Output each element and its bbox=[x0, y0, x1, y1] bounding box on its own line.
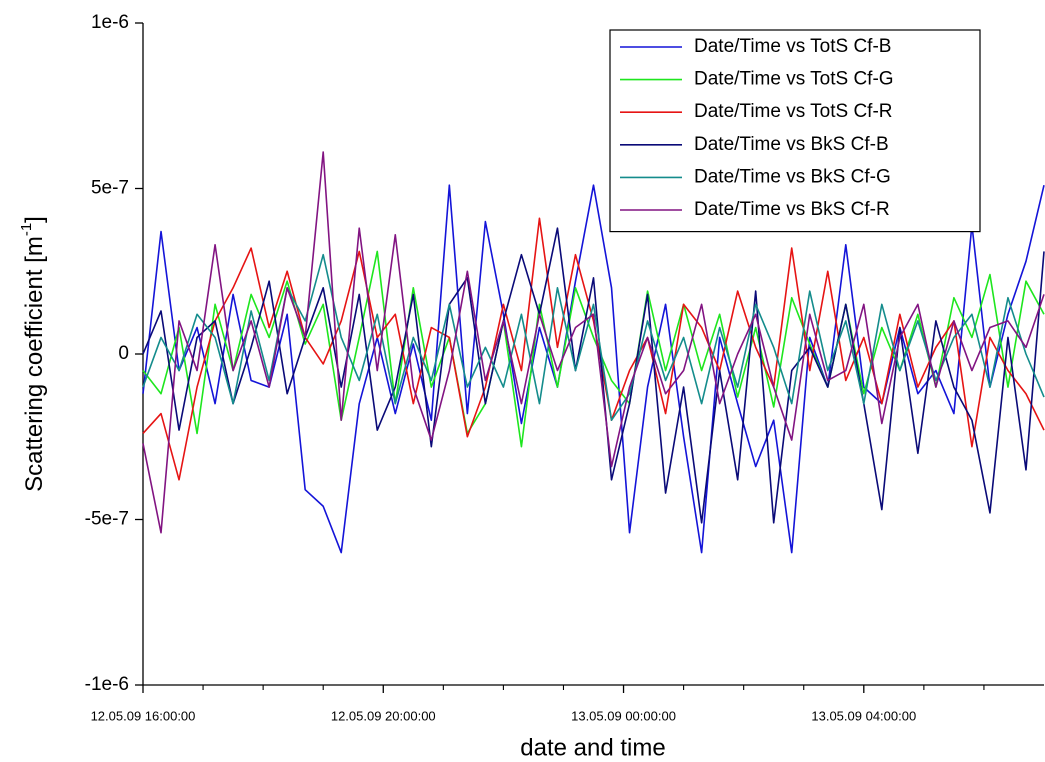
legend-label: Date/Time vs BkS Cf-G bbox=[694, 166, 891, 187]
legend-box bbox=[609, 29, 981, 233]
series-line bbox=[142, 253, 1045, 421]
y-tick-label: 5e-7 bbox=[91, 178, 129, 199]
x-tick-label: 12.05.09 20:00:00 bbox=[331, 708, 436, 723]
legend-label: Date/Time vs TotS Cf-B bbox=[694, 36, 891, 57]
y-tick-label: 0 bbox=[118, 343, 129, 364]
y-tick-label: -1e-6 bbox=[85, 674, 129, 695]
series-line bbox=[142, 184, 1045, 554]
legend-label: Date/Time vs TotS Cf-G bbox=[694, 69, 894, 90]
y-tick-label: -5e-7 bbox=[85, 509, 129, 530]
y-tick-label: 1e-6 bbox=[91, 12, 129, 33]
series-line bbox=[142, 227, 1045, 524]
y-label-end: ] bbox=[21, 216, 48, 223]
y-label-text: Scattering coefficient [m bbox=[21, 236, 48, 492]
y-label-sup: -1 bbox=[18, 223, 35, 236]
legend-label: Date/Time vs BkS Cf-B bbox=[694, 134, 889, 155]
legend-label: Date/Time vs TotS Cf-R bbox=[694, 101, 893, 122]
x-tick-label: 13.05.09 04:00:00 bbox=[811, 708, 916, 723]
x-axis-label: date and time bbox=[520, 734, 665, 761]
x-tick-label: 13.05.09 00:00:00 bbox=[571, 708, 676, 723]
series-line bbox=[142, 151, 1045, 534]
x-tick-label: 12.05.09 16:00:00 bbox=[91, 708, 196, 723]
legend-label: Date/Time vs BkS Cf-R bbox=[694, 199, 890, 220]
y-axis-label: Scattering coefficient [m-1] bbox=[18, 216, 48, 492]
